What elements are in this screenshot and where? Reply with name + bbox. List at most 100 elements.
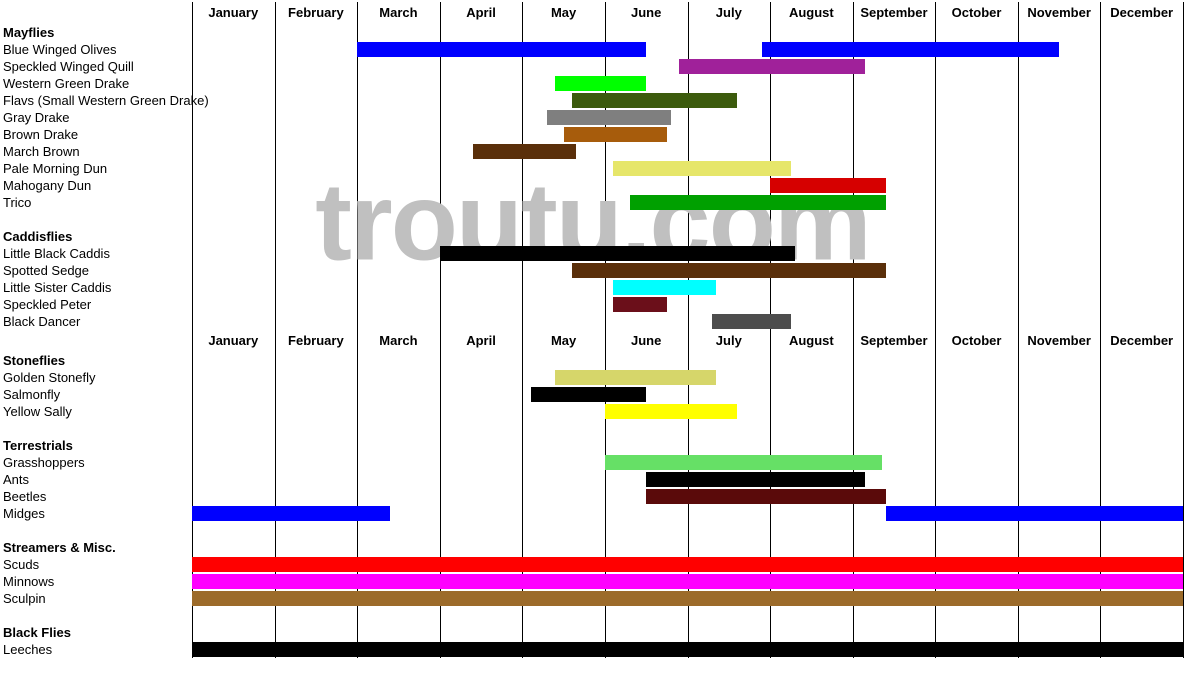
month-header: March	[357, 330, 440, 352]
species-label: Salmonfly	[2, 386, 192, 403]
month-header: December	[1100, 330, 1183, 352]
category-row: Mayflies	[2, 24, 1183, 41]
hatch-bar	[440, 246, 795, 261]
month-header: November	[1018, 330, 1101, 352]
month-header: July	[688, 330, 771, 352]
hatch-bar	[770, 178, 886, 193]
species-label: Minnows	[2, 573, 192, 590]
month-header: December	[1100, 2, 1183, 24]
category-label: Black Flies	[2, 624, 192, 641]
hatch-bar	[613, 161, 791, 176]
category-row: Streamers & Misc.	[2, 539, 1183, 556]
species-row: Midges	[2, 505, 1183, 522]
month-header-row: JanuaryFebruaryMarchAprilMayJuneJulyAugu…	[2, 330, 1183, 352]
hatch-bar	[564, 127, 667, 142]
species-row: Little Black Caddis	[2, 245, 1183, 262]
species-label: Scuds	[2, 556, 192, 573]
month-header: October	[935, 2, 1018, 24]
hatch-bar	[531, 387, 647, 402]
species-label: Leeches	[2, 641, 192, 658]
species-label: Brown Drake	[2, 126, 192, 143]
month-header: October	[935, 330, 1018, 352]
hatch-bar	[712, 314, 790, 329]
category-row: Black Flies	[2, 624, 1183, 641]
hatch-bar	[762, 42, 1059, 57]
hatch-bar	[630, 195, 886, 210]
species-row: Western Green Drake	[2, 75, 1183, 92]
species-row: Salmonfly	[2, 386, 1183, 403]
month-header: July	[688, 2, 771, 24]
category-row: Caddisflies	[2, 228, 1183, 245]
species-label: Beetles	[2, 488, 192, 505]
hatch-bar	[192, 574, 1183, 589]
species-row: Blue Winged Olives	[2, 41, 1183, 58]
month-header: August	[770, 2, 853, 24]
hatch-bar	[605, 455, 882, 470]
species-label: Spotted Sedge	[2, 262, 192, 279]
species-row: Minnows	[2, 573, 1183, 590]
species-row: Speckled Winged Quill	[2, 58, 1183, 75]
hatch-bar	[357, 42, 646, 57]
species-row: Beetles	[2, 488, 1183, 505]
gap-row	[2, 420, 1183, 437]
category-row: Terrestrials	[2, 437, 1183, 454]
species-label: Yellow Sally	[2, 403, 192, 420]
species-row: Flavs (Small Western Green Drake)	[2, 92, 1183, 109]
species-label: Trico	[2, 194, 192, 211]
month-header: May	[522, 2, 605, 24]
month-header: January	[192, 2, 275, 24]
species-row: Grasshoppers	[2, 454, 1183, 471]
hatch-bar	[192, 591, 1183, 606]
species-label: Western Green Drake	[2, 75, 192, 92]
hatch-bar	[572, 263, 886, 278]
month-header-row: JanuaryFebruaryMarchAprilMayJuneJulyAugu…	[2, 2, 1183, 24]
month-header: September	[853, 2, 936, 24]
species-row: March Brown	[2, 143, 1183, 160]
species-label: Speckled Peter	[2, 296, 192, 313]
month-header: April	[440, 330, 523, 352]
species-row: Yellow Sally	[2, 403, 1183, 420]
species-row: Little Sister Caddis	[2, 279, 1183, 296]
hatch-bar	[572, 93, 737, 108]
species-label: Flavs (Small Western Green Drake)	[2, 92, 192, 109]
category-label: Caddisflies	[2, 228, 192, 245]
species-row: Scuds	[2, 556, 1183, 573]
species-row: Speckled Peter	[2, 296, 1183, 313]
species-label: Little Black Caddis	[2, 245, 192, 262]
species-label: Pale Morning Dun	[2, 160, 192, 177]
month-header: April	[440, 2, 523, 24]
gap-row	[2, 211, 1183, 228]
month-header: February	[275, 330, 358, 352]
month-header: March	[357, 2, 440, 24]
month-header: September	[853, 330, 936, 352]
hatch-bar	[547, 110, 671, 125]
species-label: Gray Drake	[2, 109, 192, 126]
species-label: Mahogany Dun	[2, 177, 192, 194]
category-label: Terrestrials	[2, 437, 192, 454]
species-label: Black Dancer	[2, 313, 192, 330]
species-label: Sculpin	[2, 590, 192, 607]
hatch-bar	[192, 557, 1183, 572]
species-row: Brown Drake	[2, 126, 1183, 143]
species-row: Trico	[2, 194, 1183, 211]
hatch-bar	[555, 76, 646, 91]
species-row: Ants	[2, 471, 1183, 488]
species-row: Golden Stonefly	[2, 369, 1183, 386]
species-label: Midges	[2, 505, 192, 522]
hatch-bar	[473, 144, 576, 159]
month-header: January	[192, 330, 275, 352]
category-label: Streamers & Misc.	[2, 539, 192, 556]
month-header: June	[605, 330, 688, 352]
month-header: June	[605, 2, 688, 24]
species-row: Gray Drake	[2, 109, 1183, 126]
species-label: Speckled Winged Quill	[2, 58, 192, 75]
hatch-bar	[613, 297, 667, 312]
hatch-bar	[646, 472, 865, 487]
species-label: Grasshoppers	[2, 454, 192, 471]
category-label: Stoneflies	[2, 352, 192, 369]
species-label: Blue Winged Olives	[2, 41, 192, 58]
species-row: Pale Morning Dun	[2, 160, 1183, 177]
chart-rows: JanuaryFebruaryMarchAprilMayJuneJulyAugu…	[2, 2, 1183, 658]
species-label: Golden Stonefly	[2, 369, 192, 386]
species-row: Spotted Sedge	[2, 262, 1183, 279]
